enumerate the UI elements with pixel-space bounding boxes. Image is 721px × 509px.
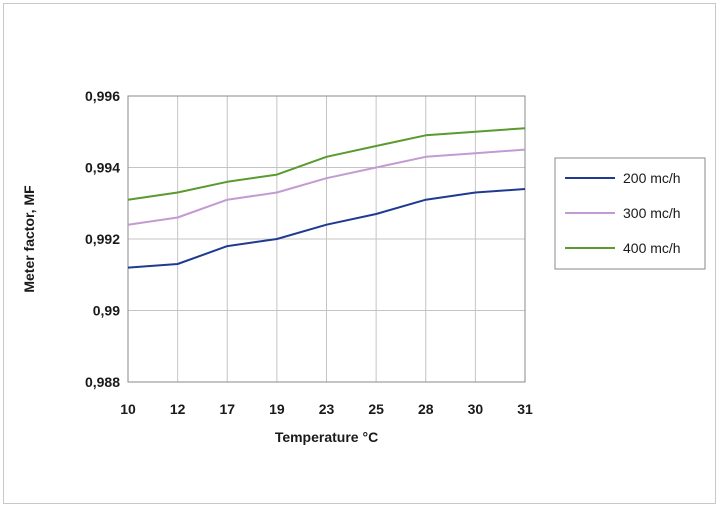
x-tick-label: 23 bbox=[319, 401, 335, 417]
x-tick-label: 17 bbox=[219, 401, 235, 417]
series-lines bbox=[127, 127, 526, 269]
x-tick-label: 19 bbox=[269, 401, 285, 417]
series-line bbox=[127, 188, 526, 269]
x-tick-label: 25 bbox=[368, 401, 384, 417]
y-tick-label: 0,992 bbox=[85, 231, 120, 247]
x-tick-label: 10 bbox=[120, 401, 136, 417]
plot-area bbox=[127, 95, 526, 383]
grid-lines bbox=[128, 96, 525, 382]
series-line bbox=[127, 127, 526, 201]
series-line bbox=[127, 148, 526, 226]
y-tick-label: 0,988 bbox=[85, 374, 120, 390]
y-tick-label: 0,994 bbox=[85, 160, 120, 176]
y-axis-title: Meter factor, MF bbox=[21, 185, 37, 293]
x-axis-title: Temperature °C bbox=[275, 429, 378, 445]
legend-label: 400 mc/h bbox=[623, 240, 681, 256]
x-tick-labels: 10 12 17 19 23 25 28 30 31 bbox=[120, 401, 533, 417]
y-tick-label: 0,996 bbox=[85, 88, 120, 104]
y-tick-label: 0,99 bbox=[93, 303, 120, 319]
chart-frame: 0,988 0,99 0,992 0,994 0,996 10 12 17 19 23 25 28 3… bbox=[3, 3, 716, 504]
legend: 200 mc/h 300 mc/h 400 mc/h bbox=[554, 157, 706, 270]
legend-label: 200 mc/h bbox=[623, 170, 681, 186]
line-chart: 0,988 0,99 0,992 0,994 0,996 10 12 17 19 23 25 28 3… bbox=[21, 88, 706, 445]
x-tick-label: 28 bbox=[418, 401, 434, 417]
x-tick-label: 12 bbox=[170, 401, 186, 417]
y-tick-labels: 0,988 0,99 0,992 0,994 0,996 bbox=[85, 88, 120, 390]
x-tick-label: 31 bbox=[517, 401, 533, 417]
x-tick-label: 30 bbox=[468, 401, 484, 417]
legend-label: 300 mc/h bbox=[623, 205, 681, 221]
